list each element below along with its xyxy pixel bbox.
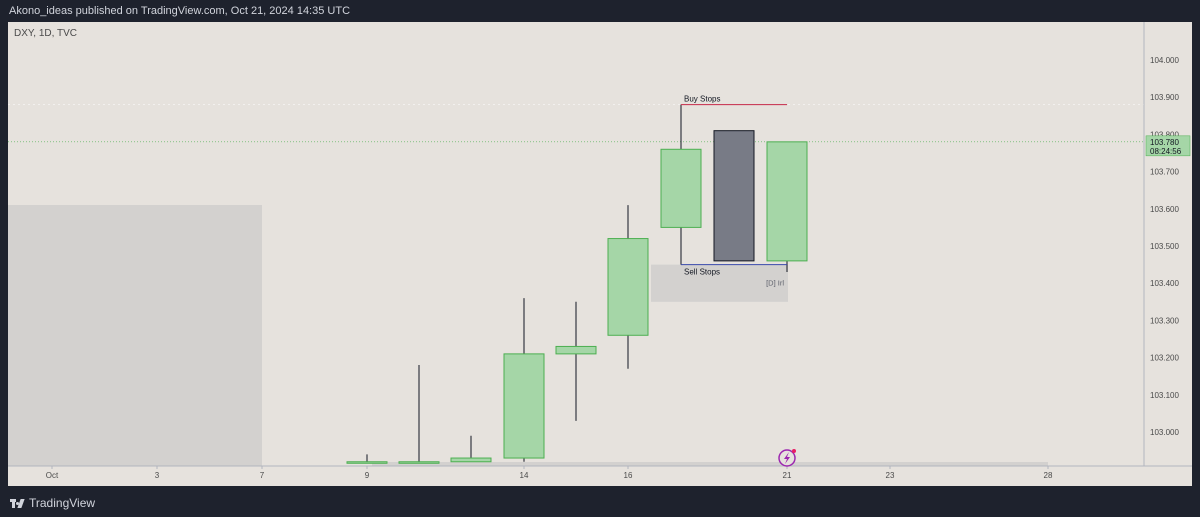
- candle-body: [346, 461, 388, 464]
- time-tick-label: 23: [886, 471, 895, 480]
- price-tick-label: 103.600: [1150, 205, 1179, 214]
- price-tick-label: 103.700: [1150, 168, 1179, 177]
- time-tick-label: Oct: [46, 471, 59, 480]
- candle-body: [450, 457, 492, 463]
- price-tick-label: 103.200: [1150, 354, 1179, 363]
- candle-body: [398, 461, 440, 464]
- time-tick-label: 16: [624, 471, 633, 480]
- time-axis: [8, 466, 1192, 486]
- time-tick-label: 28: [1044, 471, 1053, 480]
- lightning-bolt-icon: [784, 452, 790, 464]
- event-dot-icon: [792, 449, 796, 453]
- symbol-info: DXY, 1D, TVC: [14, 28, 77, 39]
- chart-area[interactable]: Buy Stops Sell Stops [D] Irl 104.000 103.900…: [8, 22, 1192, 486]
- price-tick-label: 103.100: [1150, 391, 1179, 400]
- candle-body: [503, 353, 545, 459]
- time-tick-label: 14: [520, 471, 529, 480]
- candle-body: [555, 345, 597, 355]
- candlestick-chart[interactable]: Buy Stops Sell Stops [D] Irl 104.000 103.900…: [8, 22, 1192, 486]
- price-tick-label: 103.000: [1150, 428, 1179, 437]
- price-tick-label: 104.000: [1150, 56, 1179, 65]
- price-tick-label: 103.800: [1150, 130, 1179, 139]
- bar-countdown: 08:24:56: [1150, 147, 1182, 156]
- candle-body: [766, 141, 808, 262]
- sell-stops-label: Sell Stops: [684, 268, 720, 277]
- time-tick-label: 7: [260, 471, 265, 480]
- candle-body: [713, 130, 755, 262]
- candle-body: [660, 148, 702, 228]
- bottom-range-zone: [372, 462, 1048, 466]
- last-price-badge: [1145, 135, 1191, 157]
- price-tick-label: 103.500: [1150, 242, 1179, 251]
- time-tick-label: 21: [783, 471, 792, 480]
- price-tick-label: 103.900: [1150, 93, 1179, 102]
- price-tick-label: 103.400: [1150, 279, 1179, 288]
- irl-zone: [651, 264, 788, 302]
- time-tick-label: 3: [155, 471, 160, 480]
- buy-stops-label: Buy Stops: [684, 95, 720, 104]
- time-tick-label: 9: [365, 471, 370, 480]
- tradingview-logo-icon: [10, 498, 25, 508]
- tradingview-footer: TradingView: [0, 489, 1200, 517]
- price-axis: [1144, 22, 1192, 466]
- left-range-zone: [8, 205, 262, 466]
- footer-brand: TradingView: [29, 496, 96, 510]
- irl-label: [D] Irl: [766, 279, 784, 288]
- publish-header: Akono_ideas published on TradingView.com…: [0, 0, 1200, 22]
- publisher-line: Akono_ideas published on TradingView.com…: [9, 5, 351, 17]
- candle-body: [607, 238, 649, 336]
- price-tick-label: 103.300: [1150, 316, 1179, 325]
- last-price-value: 103.780: [1150, 138, 1179, 147]
